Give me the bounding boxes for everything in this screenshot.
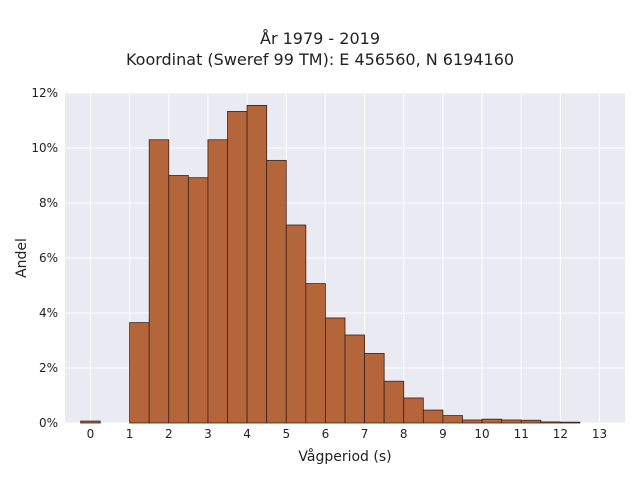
histogram-bar [481,418,503,424]
histogram-bar [187,177,209,424]
histogram-bar [364,353,385,424]
y-tick-label: 6% [39,251,58,265]
x-tick-label: 13 [592,427,607,441]
histogram-bar [266,159,287,424]
x-tick-label: 9 [439,427,447,441]
histogram-bar [520,419,542,424]
histogram-bar [422,409,444,424]
histogram-bar [344,334,365,424]
y-tick-label: 8% [39,196,58,210]
x-axis-label: Vågperiod (s) [298,448,391,465]
x-tick-label: 4 [243,427,251,441]
histogram-bar [442,415,463,424]
histogram-bar [462,419,483,424]
y-tick-label: 0% [39,416,58,430]
x-axis-ticks: 0 1 2 3 4 5 6 7 8 9 10 11 12 13 [87,427,608,441]
x-tick-label: 3 [204,427,212,441]
bar-group [80,104,581,424]
x-tick-label: 5 [282,427,290,441]
histogram-bar [540,421,561,424]
x-tick-label: 1 [126,427,134,441]
chart-title-line1: År 1979 - 2019 [260,29,380,48]
histogram-bar [207,139,228,424]
histogram-bar [285,224,307,424]
y-tick-label: 2% [39,361,58,375]
histogram-bar [168,175,189,424]
x-tick-label: 11 [514,427,529,441]
histogram-bar [403,397,424,424]
histogram-bar [559,421,581,424]
histogram-bar [129,322,150,424]
histogram-bar [325,317,346,424]
x-tick-label: 0 [87,427,95,441]
x-tick-label: 6 [322,427,330,441]
histogram-bar [383,380,405,424]
y-tick-label: 4% [39,306,58,320]
histogram-bar [227,111,248,424]
x-tick-label: 12 [553,427,568,441]
histogram-bar [80,420,101,424]
x-tick-label: 8 [400,427,408,441]
chart-title-line2: Koordinat (Sweref 99 TM): E 456560, N 61… [125,50,515,69]
histogram-bar [501,419,522,424]
y-axis-ticks: 0% 2% 4% 6% 8% 10% 12% [31,86,58,430]
y-tick-label: 12% [31,86,58,100]
x-tick-label: 7 [361,427,369,441]
histogram-bar [148,139,170,424]
y-tick-label: 10% [31,141,58,155]
histogram-bar [305,283,326,424]
y-axis-label: Andel [14,238,30,278]
x-tick-label: 2 [165,427,173,441]
histogram-bar [246,104,268,424]
x-tick-label: 10 [474,427,489,441]
